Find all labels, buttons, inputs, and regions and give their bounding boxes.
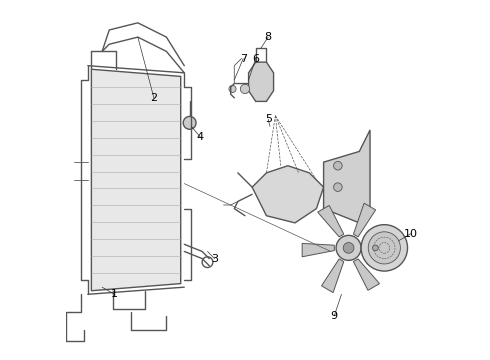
- Circle shape: [334, 161, 342, 170]
- Polygon shape: [248, 62, 273, 102]
- Polygon shape: [363, 239, 395, 252]
- Text: 7: 7: [240, 54, 247, 64]
- Circle shape: [336, 235, 361, 260]
- Polygon shape: [318, 206, 344, 237]
- Text: 10: 10: [404, 229, 418, 239]
- Polygon shape: [321, 259, 344, 293]
- Text: 2: 2: [150, 93, 157, 103]
- Circle shape: [183, 116, 196, 129]
- Circle shape: [368, 232, 400, 264]
- Text: 8: 8: [265, 32, 272, 42]
- Circle shape: [361, 225, 408, 271]
- Text: 4: 4: [197, 132, 204, 142]
- Polygon shape: [353, 259, 380, 290]
- Circle shape: [372, 245, 378, 251]
- Text: 9: 9: [331, 311, 338, 321]
- Circle shape: [343, 243, 354, 253]
- Text: 6: 6: [252, 54, 259, 64]
- Polygon shape: [302, 243, 334, 257]
- Polygon shape: [323, 130, 370, 223]
- Text: 5: 5: [265, 114, 272, 124]
- Text: 1: 1: [111, 289, 118, 299]
- Text: 3: 3: [211, 253, 218, 264]
- Circle shape: [229, 85, 236, 93]
- Circle shape: [241, 84, 249, 94]
- Polygon shape: [353, 203, 376, 237]
- Polygon shape: [252, 166, 323, 223]
- Circle shape: [334, 183, 342, 192]
- Polygon shape: [92, 69, 181, 291]
